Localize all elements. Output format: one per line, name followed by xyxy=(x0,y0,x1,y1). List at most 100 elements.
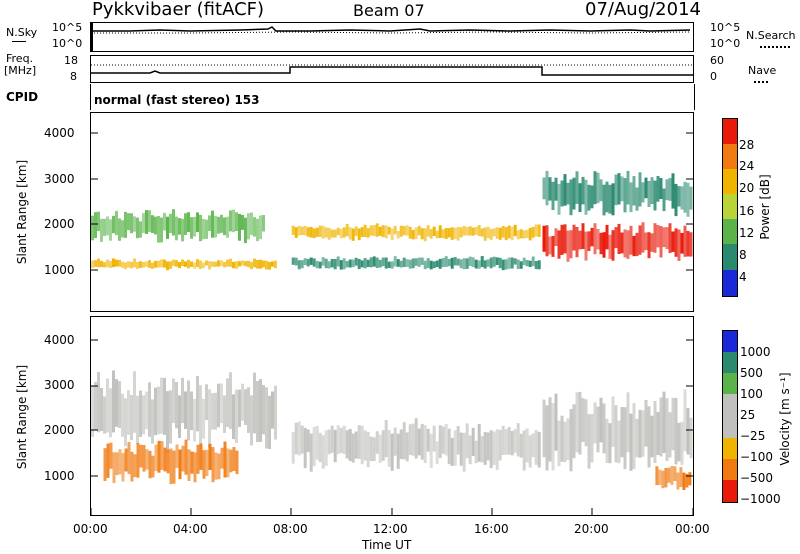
velocity-band-3-cell xyxy=(659,397,663,457)
velocity-band-2-cell xyxy=(408,424,412,455)
power-band-0-cell xyxy=(190,261,193,267)
velocity-band-2-cell xyxy=(366,431,370,468)
power-band-0-cell xyxy=(253,258,256,268)
velocity-band-3-cell xyxy=(584,399,588,447)
vel-cbar-seg-3 xyxy=(723,394,737,416)
velocity-band-0-cell xyxy=(91,385,94,437)
power-band-3-cell xyxy=(435,260,439,268)
velocity-band-3-cell xyxy=(581,398,585,442)
velocity-band-0-cell xyxy=(244,389,247,425)
power-band-0-cell xyxy=(154,260,157,268)
power-band-0-cell xyxy=(241,260,244,266)
velocity-band-2-cell xyxy=(315,425,319,460)
velocity-band-3-cell xyxy=(548,397,552,462)
power-band-2-cell xyxy=(414,227,418,240)
velocity-band-1-cell xyxy=(151,455,155,478)
velocity-band-1-cell xyxy=(121,453,125,482)
power-band-1-cell xyxy=(178,218,181,235)
freq-label: Freq. xyxy=(6,52,34,65)
velocity-band-0-cell xyxy=(127,390,130,435)
velocity-band-1-cell xyxy=(214,452,218,480)
power-band-5-cell xyxy=(563,174,567,206)
power-band-5-cell xyxy=(599,179,603,202)
velocity-band-0-cell xyxy=(202,398,205,439)
velocity-band-2-cell xyxy=(483,432,487,465)
velocity-data xyxy=(91,370,693,490)
power-band-0-cell xyxy=(226,259,229,267)
velocity-band-0-cell xyxy=(196,376,199,432)
velocity-band-1-cell xyxy=(199,443,203,470)
power-band-2-cell xyxy=(468,226,472,236)
power-band-2-cell xyxy=(315,227,319,237)
power-band-2-cell xyxy=(342,227,346,238)
velocity-band-3-cell xyxy=(596,406,600,453)
power-band-2-cell xyxy=(429,229,433,239)
velocity-band-2-cell xyxy=(465,423,469,459)
velocity-band-1-cell xyxy=(133,454,137,478)
power-band-2-cell xyxy=(405,225,409,236)
vel-cbar-tick-2: 100 xyxy=(740,387,763,401)
velocity-band-1-cell xyxy=(142,445,146,472)
vel-ytick-2000: 2000 xyxy=(44,423,75,437)
power-band-3-cell xyxy=(453,257,457,266)
velocity-band-2-cell xyxy=(510,431,514,456)
power-band-3-cell xyxy=(369,257,373,268)
power-band-0-cell xyxy=(115,259,118,267)
power-band-2-cell xyxy=(534,224,538,237)
power-band-3-cell xyxy=(396,259,400,267)
power-band-5-cell xyxy=(653,180,657,211)
velocity-band-4-cell xyxy=(658,469,662,485)
velocity-band-2-cell xyxy=(318,432,322,463)
velocity-band-1-cell xyxy=(226,448,230,478)
power-band-4-cell xyxy=(656,225,660,248)
velocity-band-3-cell xyxy=(572,404,576,459)
power-band-4-cell xyxy=(620,232,624,254)
power-band-1-cell xyxy=(247,213,250,240)
power-band-2-cell xyxy=(495,227,499,239)
velocity-band-0-cell xyxy=(178,395,181,438)
nsky-label: N.Sky xyxy=(6,26,38,39)
power-band-3-cell xyxy=(348,259,352,268)
power-band-3-cell xyxy=(330,259,334,268)
velocity-band-0-cell xyxy=(265,387,268,449)
nave-tick-bottom: 0 xyxy=(710,70,717,83)
velocity-band-2-cell xyxy=(492,431,496,465)
power-band-3-cell xyxy=(357,258,361,270)
power-band-4-cell xyxy=(614,227,618,249)
power-band-0-cell xyxy=(229,258,232,267)
velocity-band-3-cell xyxy=(566,418,570,460)
power-band-2-cell xyxy=(402,226,406,236)
power-band-0-cell xyxy=(112,258,115,268)
power-band-2-cell xyxy=(474,226,478,235)
velocity-band-3-cell xyxy=(605,418,609,463)
power-band-1-cell xyxy=(217,216,220,234)
velocity-band-0-cell xyxy=(259,379,262,442)
nave-tick-top: 60 xyxy=(710,54,724,67)
power-band-3-cell xyxy=(294,257,298,266)
vel-cbar-seg-7 xyxy=(723,480,737,502)
vel-cbar-tick-6: −500 xyxy=(740,471,773,485)
power-band-2-cell xyxy=(459,227,463,238)
velocity-band-2-cell xyxy=(528,435,532,468)
power-band-2-cell xyxy=(309,226,313,238)
velocity-band-0-cell xyxy=(274,385,277,440)
power-band-3-cell xyxy=(351,259,355,268)
velocity-colorbar xyxy=(722,330,738,503)
power-band-2-cell xyxy=(351,228,355,241)
power-band-0-cell xyxy=(232,261,235,269)
power-band-3-cell xyxy=(525,260,529,267)
power-band-3-cell xyxy=(342,258,346,270)
velocity-band-0-cell xyxy=(142,395,145,435)
power-band-0-cell xyxy=(169,261,172,269)
power-band-1-cell xyxy=(127,213,130,231)
power-band-4-cell xyxy=(551,235,555,257)
power-band-1-cell xyxy=(118,218,121,241)
velocity-band-2-cell xyxy=(393,427,397,456)
xtick-2: 08:00 xyxy=(273,522,308,536)
power-cbar-seg-2 xyxy=(723,169,737,194)
power-band-4-cell xyxy=(548,236,552,255)
velocity-band-0-cell xyxy=(151,399,154,444)
power-band-3-cell xyxy=(450,257,454,269)
velocity-band-2-cell xyxy=(456,426,460,455)
power-cbar-tick-20: 20 xyxy=(739,181,755,195)
